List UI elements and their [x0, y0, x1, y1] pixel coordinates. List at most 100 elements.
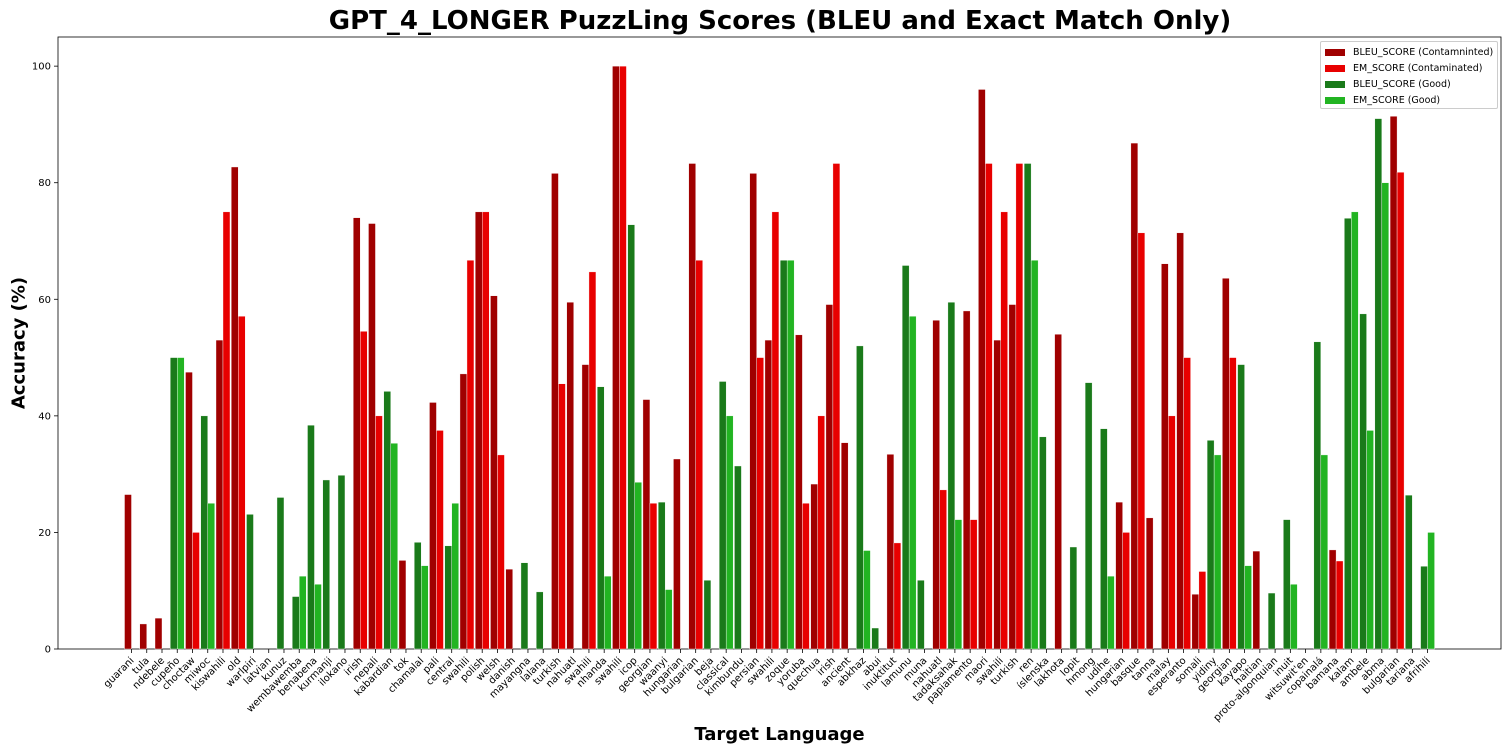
bar-em-contaminated — [238, 315, 246, 650]
bar-bleu-good — [1283, 519, 1291, 650]
bar-bleu-good — [871, 627, 879, 650]
bar-em-contaminated — [649, 503, 658, 650]
bar-bleu-good — [383, 391, 391, 650]
bar-em-good — [299, 575, 307, 650]
bar-bleu-contaminated — [810, 483, 818, 650]
bar-bleu-contaminated — [490, 295, 498, 650]
y-axis: 0 20 40 60 80 100 — [32, 62, 58, 656]
bar-bleu-contaminated — [673, 458, 681, 650]
bar-em-contaminated — [1137, 232, 1146, 650]
legend: BLEU_SCORE (Contamninted) EM_SCORE (Cont… — [1320, 41, 1498, 109]
bar-bleu-contaminated — [1161, 263, 1169, 650]
x-axis: guaranitulandebelecupeñochoctawmiwockisw… — [102, 649, 1433, 724]
bar-bleu-good — [1206, 440, 1215, 650]
x-axis-label: Target Language — [694, 724, 865, 745]
bar-em-contaminated — [1198, 571, 1207, 650]
bar-em-good — [177, 357, 185, 650]
bar-bleu-good — [856, 345, 864, 650]
legend-label: EM_SCORE (Contaminated) — [1353, 62, 1483, 74]
bar-em-good — [207, 503, 215, 650]
bar-bleu-contaminated — [993, 339, 1001, 650]
bar-bleu-good — [1344, 218, 1352, 650]
bar-em-good — [421, 565, 429, 650]
bar-bleu-contaminated — [978, 89, 986, 650]
bar-em-contaminated — [1183, 357, 1191, 650]
bar-bleu-good — [1267, 592, 1276, 650]
bar-em-good — [603, 575, 612, 650]
bar-bleu-contaminated — [475, 211, 483, 650]
bar-bleu-good — [170, 357, 178, 650]
legend-item-bleu-good: BLEU_SCORE (Good) — [1325, 78, 1451, 90]
bar-bleu-contaminated — [1130, 142, 1139, 650]
bar-bleu-contaminated — [825, 304, 834, 650]
bar-bleu-good — [246, 514, 254, 650]
bar-bleu-good — [917, 580, 925, 650]
bar-bleu-contaminated — [764, 339, 773, 650]
bar-bleu-good — [1237, 364, 1245, 650]
bar-bleu-contaminated — [1389, 116, 1398, 650]
bar-bleu-contaminated — [505, 568, 513, 650]
legend-item-em-good: EM_SCORE (Good) — [1325, 94, 1440, 106]
bar-em-good — [1213, 454, 1222, 650]
plot-area-frame — [57, 36, 1502, 650]
legend-label: BLEU_SCORE (Good) — [1353, 78, 1451, 90]
bar-bleu-contaminated — [429, 402, 437, 650]
y-tick-label: 100 — [32, 62, 51, 73]
bar-bleu-good — [1359, 313, 1367, 650]
bar-bleu-contaminated — [581, 364, 590, 650]
legend-swatch — [1325, 48, 1345, 56]
bar-bleu-good — [901, 265, 910, 650]
bar-bleu-good — [414, 542, 422, 650]
bar-bleu-good — [1084, 382, 1093, 650]
bar-bleu-good — [322, 479, 330, 650]
bar-bleu-contaminated — [1008, 304, 1017, 650]
bar-bleu-contaminated — [1252, 550, 1261, 650]
y-tick-label: 60 — [38, 295, 51, 306]
bar-em-contaminated — [375, 415, 383, 650]
bar-bleu-good — [657, 501, 666, 650]
bar-bleu-good — [1023, 163, 1032, 650]
bar-bleu-good — [1100, 428, 1108, 650]
bar-em-good — [954, 519, 963, 650]
bar-bleu-contaminated — [154, 617, 163, 650]
bar-bleu-contaminated — [1222, 278, 1230, 650]
bar-em-good — [1030, 260, 1039, 650]
bar-bleu-good — [444, 545, 452, 650]
bar-bleu-good — [734, 465, 742, 650]
bar-bleu-contaminated — [368, 223, 376, 650]
bar-em-contaminated — [771, 211, 780, 650]
legend-swatch — [1325, 80, 1345, 88]
bar-bleu-contaminated — [612, 65, 620, 650]
bar-bleu-good — [1420, 566, 1428, 650]
bar-bleu-good — [596, 386, 605, 650]
bar-bleu-good — [307, 424, 315, 650]
bar-bleu-contaminated — [932, 320, 940, 650]
bar-bleu-contaminated — [688, 163, 696, 650]
bar-bleu-good — [536, 591, 544, 650]
chart-title: GPT_4_LONGER PuzzLing Scores (BLEU and E… — [328, 6, 1232, 36]
legend-label: BLEU_SCORE (Contamninted) — [1353, 46, 1494, 58]
bar-bleu-good — [1069, 546, 1078, 650]
y-axis-label: Accuracy (%) — [8, 276, 30, 410]
bar-em-contaminated — [619, 65, 627, 650]
bar-bleu-contaminated — [886, 454, 895, 650]
bar-bleu-contaminated — [1145, 517, 1154, 650]
bar-bleu-good — [1039, 436, 1047, 650]
bar-bleu-contaminated — [1176, 232, 1184, 650]
bar-em-good — [1351, 211, 1359, 650]
bar-em-good — [1366, 430, 1374, 650]
bar-em-good — [786, 260, 795, 650]
bar-bleu-good — [200, 415, 208, 650]
bar-bleu-good — [292, 596, 300, 650]
bar-bleu-good — [1313, 341, 1322, 650]
bar-bleu-contaminated — [124, 494, 132, 650]
bar-em-good — [1320, 454, 1329, 650]
bar-group — [124, 65, 1435, 650]
bar-bleu-contaminated — [962, 310, 971, 650]
bar-em-contaminated — [1396, 172, 1405, 650]
bar-bleu-good — [337, 475, 346, 650]
bar-bleu-contaminated — [1054, 334, 1062, 650]
bar-em-good — [1381, 182, 1390, 650]
bar-bleu-contaminated — [139, 623, 147, 650]
